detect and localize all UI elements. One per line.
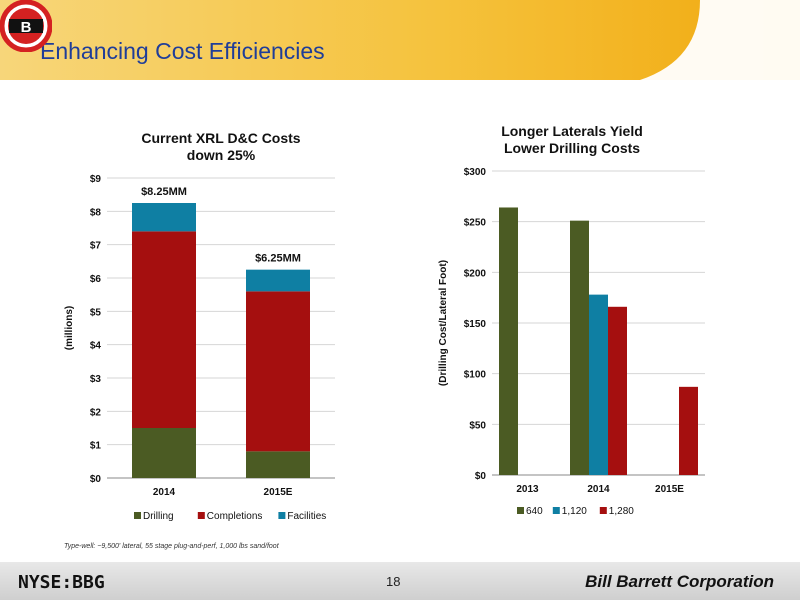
legend-label: 640 [526,506,543,517]
chart-title-line: down 25% [187,147,256,163]
x-tick-label: 2014 [153,487,176,498]
page-number: 18 [386,574,401,589]
legend-swatch [134,512,141,519]
y-tick-label: $4 [90,341,102,352]
x-tick-label: 2015E [655,484,684,495]
legend-swatch [552,507,560,514]
chart-title-line: Lower Drilling Costs [504,140,640,156]
y-tick-label: $50 [469,420,486,431]
bar-series-0-2013 [499,207,518,476]
legend-label: Completions [207,511,263,522]
legend-label: Drilling [143,511,174,522]
y-tick-label: $5 [90,307,102,318]
footnote: Type-well: ~9,500' lateral, 55 stage plu… [64,543,279,550]
bar-facilities-2015e [246,269,310,292]
y-tick-label: $0 [90,474,102,485]
y-tick-label: $200 [464,268,487,279]
legend-swatch [278,512,286,519]
bar-series-0-2014 [570,220,589,475]
header-background [0,0,800,80]
y-tick-label: $150 [464,319,487,330]
bar-facilities-2014 [132,203,196,232]
bar-drilling-2014 [132,428,196,478]
chart-title-line: Current XRL D&C Costs [141,130,300,146]
y-axis-label: (millions) [64,306,75,350]
y-tick-label: $8 [90,207,102,218]
x-tick-label: 2013 [516,484,539,495]
bar-completions-2014 [132,231,196,428]
header-banner: Enhancing Cost Efficiencies B [0,0,800,80]
y-tick-label: $0 [475,471,487,482]
y-tick-label: $300 [464,167,487,178]
legend-label: Facilities [287,511,326,522]
data-label-total: $8.25MM [141,186,187,198]
y-tick-label: $250 [464,218,487,229]
bar-drilling-2015e [246,451,310,478]
y-tick-label: $100 [464,370,487,381]
legend-swatch [197,512,205,519]
legend-swatch [599,507,607,514]
chart-title-line: Longer Laterals Yield [501,123,643,139]
legend-label: 1,120 [562,506,587,517]
y-tick-label: $6 [90,274,102,285]
x-tick-label: 2014 [587,484,610,495]
logo-letter: B [21,19,32,36]
company-name: Bill Barrett Corporation [585,572,774,591]
y-axis-label: (Drilling Cost/Lateral Foot) [438,260,449,386]
ticker-symbol: NYSE:BBG [18,572,105,593]
y-tick-label: $9 [90,174,102,185]
y-tick-label: $3 [90,374,102,385]
bar-series-2-2014 [608,306,627,475]
y-tick-label: $2 [90,407,102,418]
footer-bar: NYSE:BBG 18 Bill Barrett Corporation [0,562,800,600]
data-label-total: $6.25MM [255,253,301,265]
bar-completions-2015e [246,291,310,452]
bar-series-2-2015e [679,386,698,475]
bar-series-1-2014 [589,294,608,475]
company-logo: B [0,0,52,52]
y-tick-label: $1 [90,441,102,452]
page-title: Enhancing Cost Efficiencies [40,38,325,64]
x-tick-label: 2015E [264,487,293,498]
y-tick-label: $7 [90,241,102,252]
legend-label: 1,280 [609,506,634,517]
legend-swatch [517,507,524,514]
